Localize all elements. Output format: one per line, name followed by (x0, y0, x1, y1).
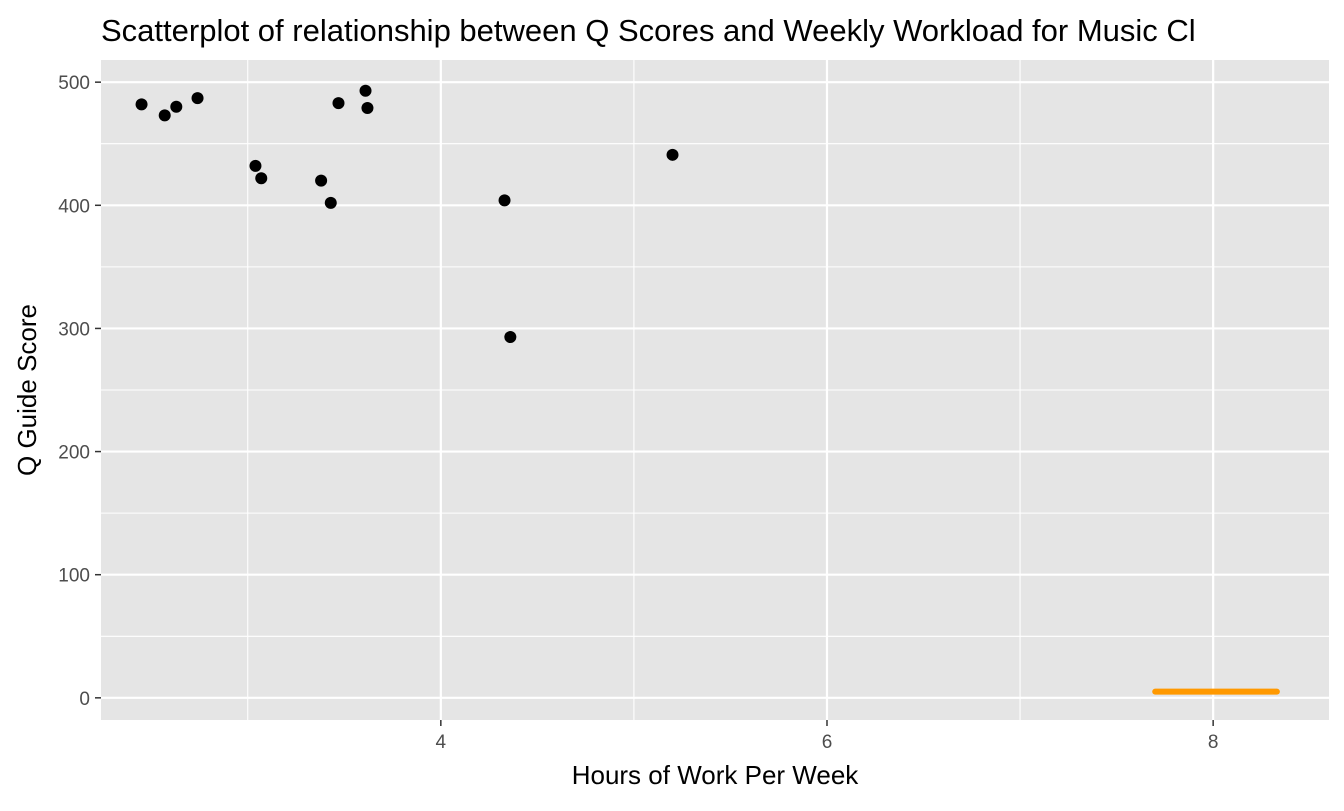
y-axis-title: Q Guide Score (12, 304, 42, 476)
x-tick-label: 6 (822, 732, 833, 753)
y-tick-label: 100 (58, 566, 90, 587)
axes: 4 6 8 0 100 200 300 400 500 (58, 73, 1218, 753)
y-tick-label: 0 (79, 689, 90, 710)
scatter-point (359, 84, 372, 97)
scatter-point (170, 100, 183, 113)
major-gridlines (101, 60, 1329, 720)
scatter-point (361, 102, 374, 115)
scatter-point (504, 331, 517, 344)
scatter-point (255, 172, 268, 185)
y-tick-label: 500 (58, 73, 90, 94)
scatter-point (324, 196, 337, 209)
chart-title: Scatterplot of relationship between Q Sc… (101, 13, 1196, 48)
minor-gridlines (101, 60, 1329, 720)
scatter-point (666, 148, 679, 161)
x-axis-title: Hours of Work Per Week (572, 760, 860, 790)
scatter-point (135, 98, 148, 111)
y-tick-label: 400 (58, 196, 90, 217)
y-tick-label: 200 (58, 443, 90, 464)
scatter-point (249, 159, 262, 172)
scatter-point (315, 174, 328, 187)
scatter-point (191, 92, 204, 105)
scatter-point (332, 97, 345, 110)
data-marks (135, 84, 1280, 695)
y-tick-label: 300 (58, 319, 90, 340)
scatter-point (158, 109, 171, 122)
x-tick-label: 4 (436, 732, 447, 753)
x-tick-label: 8 (1208, 732, 1219, 753)
scatter-point (498, 194, 511, 207)
